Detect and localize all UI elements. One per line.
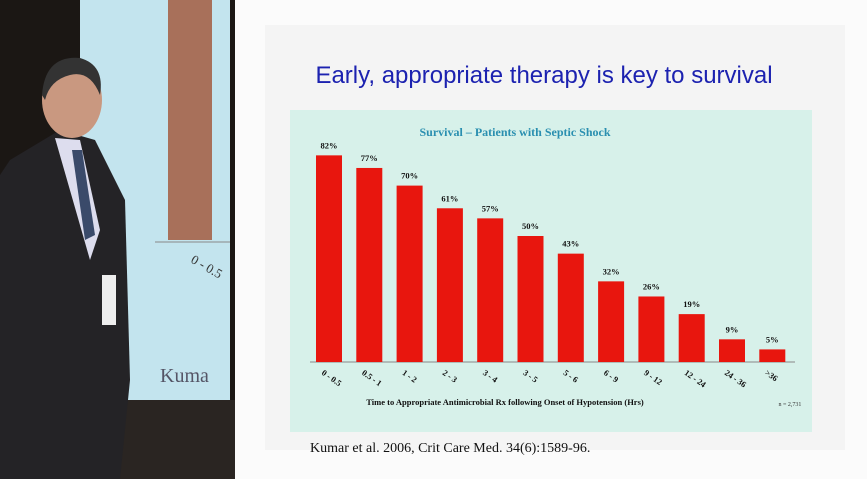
bar xyxy=(759,349,786,362)
value-label: 77% xyxy=(361,153,378,163)
value-label: 26% xyxy=(643,281,660,291)
bar xyxy=(396,185,423,362)
projected-citation: Kuma xyxy=(160,365,209,387)
value-label: 5% xyxy=(766,334,779,344)
value-label: 70% xyxy=(401,171,418,181)
chart-title: Survival – Patients with Septic Shock xyxy=(419,125,610,139)
bar xyxy=(598,281,625,362)
slide-citation: Kumar et al. 2006, Crit Care Med. 34(6):… xyxy=(310,441,590,456)
value-label: 19% xyxy=(683,299,700,309)
value-label: 9% xyxy=(726,324,739,334)
value-label: 57% xyxy=(482,203,499,213)
bar xyxy=(678,314,705,362)
bar xyxy=(638,296,665,362)
suit xyxy=(0,130,130,479)
value-label: 32% xyxy=(603,266,620,276)
bar xyxy=(557,253,584,362)
bar xyxy=(477,218,504,362)
projected-bar xyxy=(168,0,212,240)
bar xyxy=(316,155,342,362)
bar xyxy=(436,208,463,362)
slide-title: Early, appropriate therapy is key to sur… xyxy=(315,62,772,89)
tie xyxy=(72,150,95,240)
note: n = 2,731 xyxy=(779,402,802,408)
x-axis-label: Time to Appropriate Antimicrobial Rx fol… xyxy=(366,397,644,407)
face xyxy=(42,62,102,138)
value-label: 82% xyxy=(321,140,338,150)
bar xyxy=(517,236,544,362)
presenter xyxy=(0,57,130,479)
value-label: 61% xyxy=(441,193,458,203)
bar xyxy=(719,339,745,362)
bar xyxy=(356,167,383,362)
badge xyxy=(102,275,116,325)
hair xyxy=(42,57,101,100)
value-label: 43% xyxy=(562,239,579,249)
value-label: 50% xyxy=(522,221,539,231)
